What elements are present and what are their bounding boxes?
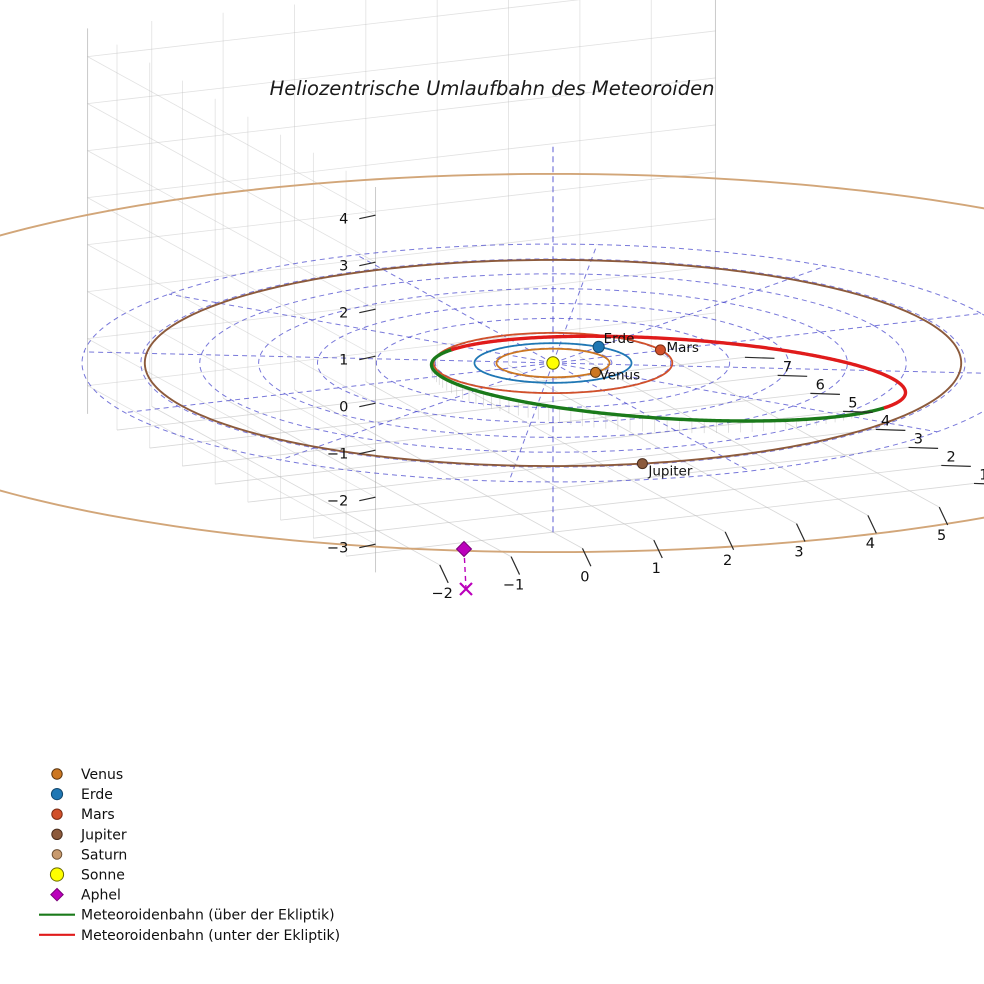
axis-tick-label: 0 [339, 400, 348, 416]
legend-marker-icon [51, 808, 63, 820]
legend-marker-icon [51, 828, 63, 840]
axis-tick-label: 3 [914, 431, 923, 447]
legend-label: Saturn [81, 847, 127, 863]
axis-tick-label: 3 [339, 259, 348, 275]
axis-tick-label: −1 [327, 447, 348, 463]
legend-item[interactable]: Jupiter [51, 827, 127, 843]
body-markers-layer [455, 340, 666, 596]
legend-label: Meteoroidenbahn (unter der Ekliptik) [81, 928, 340, 944]
earth-label: Erde [604, 331, 635, 347]
legend-label: Erde [81, 787, 113, 803]
earth-marker [592, 340, 605, 353]
legend-marker-icon [51, 768, 63, 780]
axis-tick-label: 2 [339, 306, 348, 322]
axis-tick-label: 3 [794, 545, 803, 561]
axis-tick-label: −1 [503, 578, 524, 594]
axis-tick-label: 2 [946, 449, 955, 465]
legend-label: Jupiter [80, 827, 127, 843]
axis-tick-label: 0 [580, 569, 589, 585]
jupiter-marker [636, 458, 648, 470]
axis-tick-label: 1 [339, 353, 348, 369]
legend-marker-icon [49, 867, 65, 882]
axis-tick-label: 2 [723, 553, 732, 569]
sun-marker [546, 356, 560, 370]
legend-item[interactable]: Meteoroidenbahn (über der Ekliptik) [39, 908, 335, 924]
legend-marker-icon [51, 849, 63, 860]
axis-tick-label: 5 [848, 395, 857, 411]
aphelion-dropline [463, 548, 467, 590]
legend-item[interactable]: Erde [50, 787, 113, 803]
legend-item[interactable]: Sonne [49, 867, 125, 884]
legend-label: Aphel [81, 888, 121, 904]
mars-label: Mars [666, 340, 699, 356]
axis-tick-label: −2 [432, 586, 453, 602]
axis-tick-label: −2 [327, 494, 348, 510]
legend-item[interactable]: Venus [51, 767, 123, 783]
axis-tick-label: 4 [339, 212, 348, 228]
legend-item[interactable]: Meteoroidenbahn (unter der Ekliptik) [39, 928, 340, 944]
meteoroid-orbit-layer [429, 334, 908, 423]
axis-tick-label: −3 [327, 541, 348, 557]
axis-tick-label: 4 [866, 536, 875, 552]
venus-label: Venus [599, 367, 640, 383]
legend-marker-icon [50, 887, 64, 902]
axis-tick-label: 1 [652, 561, 661, 577]
legend-label: Sonne [81, 868, 125, 884]
axis-tick-label: 4 [881, 413, 890, 429]
body-labels-layer: Venus Erde Mars Jupiter [599, 331, 698, 480]
venus-marker [589, 366, 601, 378]
aphelion-projection-x [459, 582, 473, 596]
axis-tick-label: 6 [816, 377, 825, 393]
page-title: Heliozentrische Umlaufbahn des Meteoroid… [270, 77, 715, 100]
legend-marker-icon [50, 788, 64, 801]
legend: Venus Erde Mars Jupiter Saturn Sonne Aphel Mete… [39, 767, 340, 944]
jupiter-label: Jupiter [647, 464, 692, 480]
legend-label: Meteoroidenbahn (über der Ekliptik) [81, 908, 335, 924]
legend-label: Venus [81, 767, 123, 783]
legend-item[interactable]: Mars [51, 807, 115, 823]
pane-grid-layer [87, 0, 975, 573]
axis-tick-label: 5 [937, 528, 946, 544]
axis-tick-label: 7 [783, 359, 792, 375]
legend-label: Mars [81, 807, 115, 823]
mars-marker [654, 344, 666, 356]
axis-tick-label: 1 [979, 467, 984, 483]
legend-item[interactable]: Saturn [51, 847, 127, 863]
planet-orbits-layer [0, 172, 984, 554]
legend-item[interactable]: Aphel [50, 887, 121, 904]
